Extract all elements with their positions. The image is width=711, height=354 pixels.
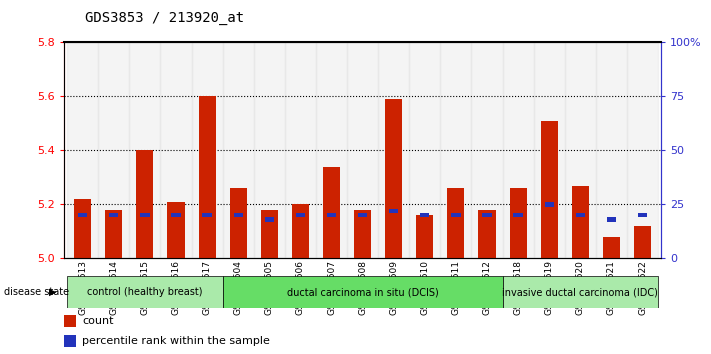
Bar	[603, 237, 620, 258]
Bar	[105, 210, 122, 258]
Bar	[230, 188, 247, 258]
Bar	[316, 42, 347, 258]
Bar	[140, 213, 149, 217]
Bar	[223, 42, 254, 258]
Text: GDS3853 / 213920_at: GDS3853 / 213920_at	[85, 11, 245, 25]
Bar	[576, 213, 585, 217]
Bar	[327, 213, 336, 217]
Bar	[358, 213, 368, 217]
Bar	[389, 209, 398, 213]
Bar	[410, 42, 440, 258]
Bar	[198, 97, 215, 258]
Bar	[545, 202, 554, 207]
Bar	[98, 42, 129, 258]
Bar	[606, 217, 616, 222]
Bar	[109, 213, 119, 217]
Bar	[420, 213, 429, 217]
Bar	[129, 42, 161, 258]
Bar	[171, 213, 181, 217]
Bar	[137, 150, 154, 258]
Bar	[264, 217, 274, 222]
Bar	[261, 210, 278, 258]
Bar	[416, 215, 434, 258]
Bar	[74, 199, 91, 258]
Bar	[354, 210, 371, 258]
Bar	[534, 42, 565, 258]
Bar	[503, 276, 658, 308]
Bar	[634, 226, 651, 258]
Bar	[565, 42, 596, 258]
Bar	[167, 202, 185, 258]
Bar	[378, 42, 410, 258]
Text: invasive ductal carcinoma (IDC): invasive ductal carcinoma (IDC)	[503, 287, 658, 297]
Bar	[572, 185, 589, 258]
Bar	[223, 276, 503, 308]
Text: count: count	[82, 316, 114, 326]
Bar	[385, 99, 402, 258]
Bar	[323, 167, 340, 258]
Bar	[67, 42, 98, 258]
Bar	[64, 335, 76, 347]
Bar	[296, 213, 305, 217]
Bar	[510, 188, 527, 258]
Bar	[479, 210, 496, 258]
Bar	[596, 42, 627, 258]
Bar	[451, 213, 461, 217]
Bar	[67, 276, 223, 308]
Text: ▶: ▶	[49, 287, 57, 297]
Bar	[627, 42, 658, 258]
Bar	[482, 213, 492, 217]
Bar	[440, 42, 471, 258]
Text: control (healthy breast): control (healthy breast)	[87, 287, 203, 297]
Bar	[285, 42, 316, 258]
Bar	[78, 213, 87, 217]
Bar	[513, 213, 523, 217]
Bar	[540, 121, 558, 258]
Bar	[233, 213, 243, 217]
Bar	[161, 42, 191, 258]
Bar	[638, 213, 647, 217]
Text: disease state: disease state	[4, 287, 69, 297]
Bar	[447, 188, 464, 258]
Bar	[347, 42, 378, 258]
Bar	[203, 213, 212, 217]
Text: percentile rank within the sample: percentile rank within the sample	[82, 336, 269, 346]
Bar	[471, 42, 503, 258]
Text: ductal carcinoma in situ (DCIS): ductal carcinoma in situ (DCIS)	[287, 287, 439, 297]
Bar	[503, 42, 534, 258]
Bar	[64, 315, 76, 327]
Bar	[254, 42, 285, 258]
Bar	[191, 42, 223, 258]
Bar	[292, 205, 309, 258]
